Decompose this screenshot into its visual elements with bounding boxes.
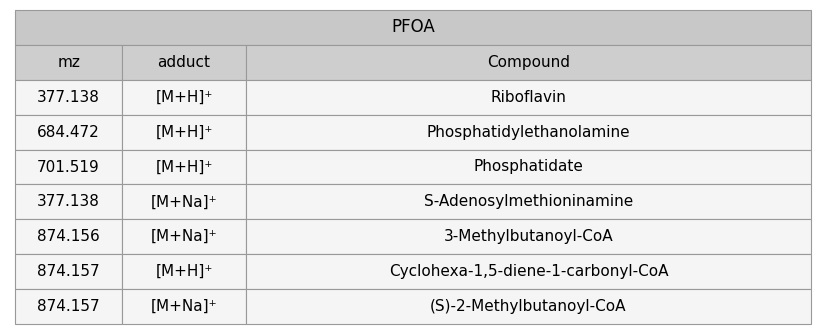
Text: S-Adenosylmethioninamine: S-Adenosylmethioninamine: [424, 194, 633, 209]
Bar: [15, 10, 811, 45]
Bar: [15, 254, 122, 289]
Bar: [15, 289, 122, 324]
Bar: [246, 150, 811, 184]
Text: Cyclohexa-1,5-diene-1-carbonyl-CoA: Cyclohexa-1,5-diene-1-carbonyl-CoA: [389, 264, 668, 279]
Bar: [15, 80, 122, 115]
Text: 874.157: 874.157: [37, 299, 100, 314]
Bar: [246, 184, 811, 219]
Text: 701.519: 701.519: [37, 160, 100, 174]
Bar: [246, 45, 811, 80]
Bar: [122, 150, 246, 184]
Bar: [15, 45, 122, 80]
Text: [M+H]⁺: [M+H]⁺: [155, 125, 213, 140]
Text: 3-Methylbutanoyl-CoA: 3-Methylbutanoyl-CoA: [444, 229, 613, 244]
Bar: [246, 80, 811, 115]
Text: [M+Na]⁺: [M+Na]⁺: [151, 229, 217, 244]
Text: Riboflavin: Riboflavin: [491, 90, 567, 105]
Bar: [15, 150, 122, 184]
Text: [M+Na]⁺: [M+Na]⁺: [151, 299, 217, 314]
Text: (S)-2-Methylbutanoyl-CoA: (S)-2-Methylbutanoyl-CoA: [430, 299, 627, 314]
Bar: [246, 115, 811, 150]
Text: [M+H]⁺: [M+H]⁺: [155, 264, 213, 279]
Text: [M+Na]⁺: [M+Na]⁺: [151, 194, 217, 209]
Bar: [246, 289, 811, 324]
Text: 377.138: 377.138: [37, 90, 100, 105]
Bar: [15, 115, 122, 150]
Bar: [122, 184, 246, 219]
Bar: [122, 45, 246, 80]
Text: 874.156: 874.156: [37, 229, 100, 244]
Bar: [246, 254, 811, 289]
Text: 874.157: 874.157: [37, 264, 100, 279]
Bar: [122, 289, 246, 324]
Bar: [122, 115, 246, 150]
Text: [M+H]⁺: [M+H]⁺: [155, 160, 213, 174]
Text: Phosphatidylethanolamine: Phosphatidylethanolamine: [427, 125, 630, 140]
Bar: [246, 219, 811, 254]
Text: adduct: adduct: [158, 55, 211, 70]
Text: PFOA: PFOA: [392, 18, 434, 36]
Bar: [122, 254, 246, 289]
Text: Phosphatidate: Phosphatidate: [473, 160, 583, 174]
Text: 377.138: 377.138: [37, 194, 100, 209]
Bar: [15, 184, 122, 219]
Text: [M+H]⁺: [M+H]⁺: [155, 90, 213, 105]
Bar: [122, 80, 246, 115]
Text: mz: mz: [57, 55, 80, 70]
Text: Compound: Compound: [487, 55, 570, 70]
Bar: [122, 219, 246, 254]
Bar: [15, 219, 122, 254]
Text: 684.472: 684.472: [37, 125, 100, 140]
